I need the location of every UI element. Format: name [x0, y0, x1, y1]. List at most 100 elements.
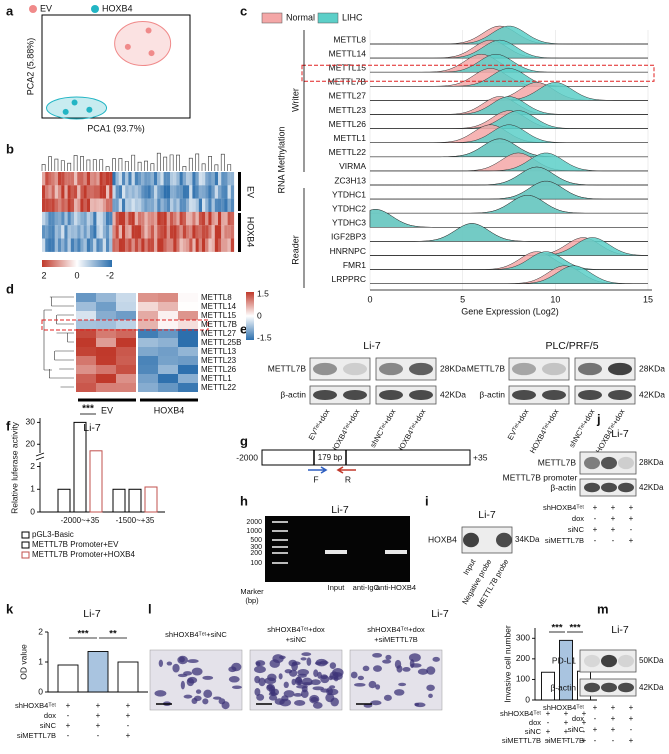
heatmap-cell	[138, 225, 142, 239]
gene-label: LRPPRC	[332, 274, 366, 284]
cell-blob	[258, 677, 266, 687]
heatmap-cell	[158, 365, 178, 374]
legend-swatch	[317, 12, 339, 24]
condition-sign: -	[612, 736, 615, 745]
heatmap-cell	[179, 172, 183, 186]
heatmap-cell	[67, 238, 71, 252]
heatmap-cell	[160, 225, 164, 239]
label: 100	[250, 560, 262, 567]
heatmap-cell	[128, 172, 132, 186]
heatmap-cell	[202, 238, 206, 252]
heatmap-cell	[166, 198, 171, 212]
heatmap-cell	[102, 198, 107, 212]
heatmap-cell	[134, 185, 139, 199]
gene-label: ZC3H13	[334, 175, 366, 185]
heatmap-cell	[227, 185, 231, 199]
image-caption: shHOXB4ᵀᵉᵗ+dox	[367, 625, 425, 634]
heatmap-cell	[70, 238, 75, 252]
band	[343, 362, 367, 376]
cell-blob	[294, 700, 306, 706]
label: anti-HOXB4	[376, 583, 416, 592]
heatmap-cell	[205, 211, 209, 226]
cell-blob	[158, 659, 164, 668]
heatmap-cell	[227, 211, 231, 226]
label: β-actin	[550, 682, 576, 692]
heatmap-cell	[83, 211, 87, 226]
panel-label: b	[6, 141, 14, 156]
heatmap-cell	[214, 211, 219, 226]
heatmap-cell	[77, 198, 81, 212]
label: 1.5	[257, 288, 269, 298]
cell-blob	[372, 652, 383, 658]
band	[463, 532, 479, 548]
heatmap-cell	[77, 211, 81, 226]
heatmap-cell	[86, 172, 91, 186]
heatmap-cell	[51, 198, 55, 212]
heatmap-cell	[205, 198, 209, 212]
heatmap-cell	[230, 198, 235, 212]
heatmap-cell	[141, 185, 145, 199]
ridge	[370, 53, 648, 73]
heatmap-cell	[176, 225, 180, 239]
condition-sign: +	[593, 525, 598, 534]
heatmap-cell	[109, 172, 113, 186]
x-tick-label: 0	[367, 294, 372, 304]
ridge	[370, 152, 648, 172]
panel-label: h	[240, 493, 248, 508]
heatmap-cell	[160, 198, 164, 212]
label: β-actin	[280, 389, 306, 399]
cell-blob	[312, 701, 323, 709]
lane-label: shNCᵀᵉᵗ+dox	[567, 407, 596, 449]
heatmap-cell	[128, 238, 132, 252]
heatmap-cell	[80, 172, 84, 186]
heatmap-cell	[144, 238, 148, 252]
bar	[73, 421, 87, 513]
label: METTL7B	[467, 363, 506, 373]
heatmap-cell	[64, 211, 68, 226]
heatmap-cell	[80, 198, 84, 212]
dendrogram	[41, 152, 232, 171]
heatmap-cell	[102, 225, 107, 239]
heatmap-cell	[158, 347, 178, 356]
label: R	[345, 474, 351, 484]
heatmap-cell	[208, 211, 212, 226]
heatmap-cell	[173, 198, 177, 212]
heatmap-cell	[64, 172, 68, 186]
heatmap-cell	[147, 185, 151, 199]
gene-label: VIRMA	[339, 161, 366, 171]
heatmap-cell	[154, 172, 158, 186]
gene-label: METTL8	[333, 34, 366, 44]
heatmap-cell	[227, 172, 231, 186]
cell-blob	[191, 697, 198, 704]
gene-label: METTL14	[329, 48, 367, 58]
band	[578, 362, 602, 376]
cell-blob	[187, 659, 199, 664]
cell-blob	[278, 655, 286, 660]
heatmap-cell	[76, 311, 96, 320]
heatmap-cell	[61, 225, 65, 239]
cell-blob	[300, 689, 309, 699]
cell-blob	[195, 689, 202, 694]
legend-label: HOXB4	[102, 3, 133, 13]
heatmap-cell	[61, 211, 65, 226]
cell-blob	[203, 689, 213, 698]
heatmap-cell	[134, 172, 139, 186]
condition-sign: -	[594, 736, 597, 745]
heatmap-cell	[99, 198, 103, 212]
heatmap-cell	[150, 238, 155, 252]
heatmap-cell	[115, 211, 119, 226]
label: 1000	[246, 528, 262, 535]
heatmap-cell	[51, 211, 55, 226]
heatmap-cell	[211, 238, 215, 252]
panel-label: e	[240, 321, 247, 336]
heatmap-cell	[48, 172, 52, 186]
legend-label: Normal	[286, 12, 315, 22]
heatmap-cell	[118, 211, 123, 226]
heatmap-cell	[158, 374, 178, 383]
heatmap-cell	[115, 225, 119, 239]
significance: ***	[569, 623, 580, 634]
micrograph	[349, 649, 443, 711]
label: 179 bp	[318, 453, 343, 462]
heatmap-cell	[118, 172, 123, 186]
